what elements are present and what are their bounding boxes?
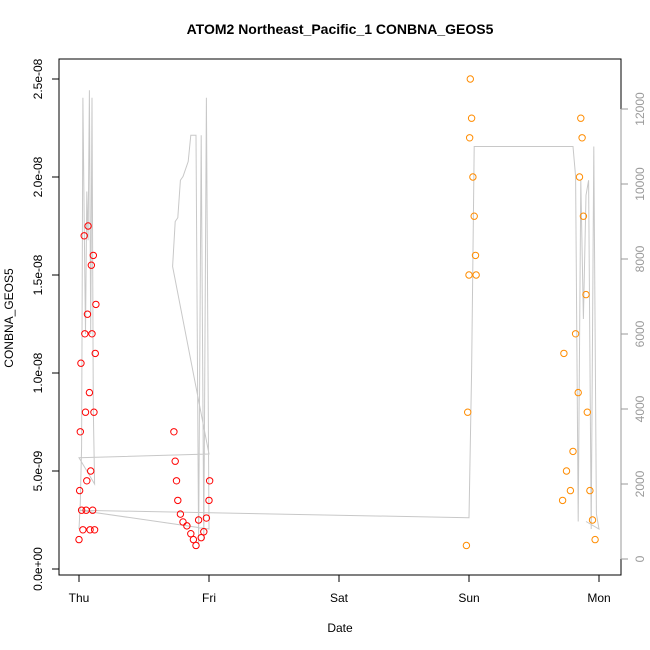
data-point — [88, 330, 96, 338]
x-axis-label: Date — [327, 621, 353, 635]
data-point — [558, 496, 567, 505]
data-point — [578, 134, 586, 142]
data-point — [465, 134, 474, 142]
data-point — [462, 541, 471, 550]
x-tick-label: Fri — [202, 591, 216, 605]
data-point — [86, 526, 94, 534]
data-point — [79, 526, 87, 534]
x-tick-label: Thu — [69, 591, 90, 605]
data-point — [202, 514, 211, 522]
data-point — [88, 506, 97, 514]
data-point — [583, 408, 591, 416]
data-point — [75, 486, 84, 495]
right-y-tick-label: 12000 — [633, 92, 647, 126]
y-tick-label: 2.0e-08 — [31, 156, 45, 197]
data-point — [87, 261, 96, 269]
data-point — [560, 349, 568, 358]
y-tick-label: 5.0e-09 — [31, 450, 45, 491]
data-point — [81, 408, 90, 416]
data-point — [197, 533, 205, 542]
data-point — [574, 388, 582, 397]
plot-frame — [58, 58, 622, 576]
x-tick-label: Mon — [587, 591, 610, 605]
data-point — [75, 535, 83, 544]
data-point — [90, 408, 98, 416]
data-point — [85, 388, 94, 397]
data-point — [174, 496, 182, 505]
right-y-tick-label: 2000 — [633, 470, 647, 497]
data-point — [470, 212, 478, 220]
right-y-tick-label: 10000 — [633, 167, 647, 201]
data-point — [200, 528, 208, 536]
data-point — [87, 467, 95, 475]
data-point — [588, 516, 597, 524]
data-point — [464, 408, 472, 416]
chart-title: ATOM2 Northeast_Pacific_1 CONBNA_GEOS5 — [187, 21, 494, 37]
y-axis-label: CONBNA_GEOS5 — [2, 268, 16, 368]
data-point — [83, 477, 91, 485]
data-point — [89, 251, 98, 260]
y-axis: 0.0e+00 5.0e-09 1.0e-08 1.5e-08 2.0e-08 2.5e-… — [31, 58, 60, 591]
data-point — [569, 447, 577, 456]
data-point — [586, 486, 594, 495]
y-tick-label: 1.0e-08 — [31, 352, 45, 393]
data-point — [577, 114, 585, 122]
y-tick-label: 1.5e-08 — [31, 254, 45, 295]
data-point — [466, 75, 474, 83]
data-point — [194, 516, 203, 524]
data-point — [205, 477, 214, 485]
data-point — [469, 173, 477, 181]
right-y-tick-label: 4000 — [633, 395, 647, 422]
data-point — [471, 251, 480, 260]
data-point — [80, 232, 88, 240]
data-points — [75, 75, 599, 550]
data-point — [189, 535, 198, 544]
data-point — [566, 486, 575, 495]
data-point — [90, 526, 99, 534]
data-point — [579, 212, 588, 220]
data-point — [467, 114, 476, 122]
data-point — [171, 457, 179, 465]
x-axis: Thu Fri Sat Sun Mon — [69, 574, 611, 605]
data-point — [591, 535, 599, 544]
data-point — [84, 222, 92, 230]
data-point — [472, 271, 480, 279]
right-y-axis: 0 2000 4000 6000 8000 10000 12000 — [620, 92, 647, 562]
data-point — [465, 271, 473, 279]
y-tick-label: 2.5e-08 — [31, 58, 45, 99]
data-point — [562, 467, 571, 475]
data-point — [183, 522, 191, 530]
x-tick-label: Sat — [330, 591, 349, 605]
data-point — [91, 349, 99, 358]
data-point — [77, 506, 86, 514]
altitude-series — [78, 90, 600, 545]
data-point — [83, 310, 92, 318]
data-point — [571, 330, 580, 338]
data-point — [179, 518, 187, 526]
data-point — [170, 428, 178, 436]
x-tick-label: Sun — [458, 591, 479, 605]
data-point — [187, 530, 195, 538]
right-y-tick-label: 6000 — [633, 320, 647, 347]
data-point — [575, 173, 584, 181]
data-point — [77, 359, 85, 367]
data-point — [205, 496, 213, 505]
right-y-tick-label: 8000 — [633, 245, 647, 272]
data-point — [76, 428, 85, 436]
right-y-tick-label: 0 — [633, 555, 647, 562]
altitude-line — [78, 90, 600, 545]
data-point — [192, 541, 200, 550]
data-point — [582, 290, 590, 299]
data-point — [176, 510, 185, 518]
data-point — [172, 477, 181, 485]
y-tick-label: 0.0e+00 — [31, 547, 45, 591]
data-point — [81, 330, 89, 338]
data-point — [92, 300, 100, 309]
